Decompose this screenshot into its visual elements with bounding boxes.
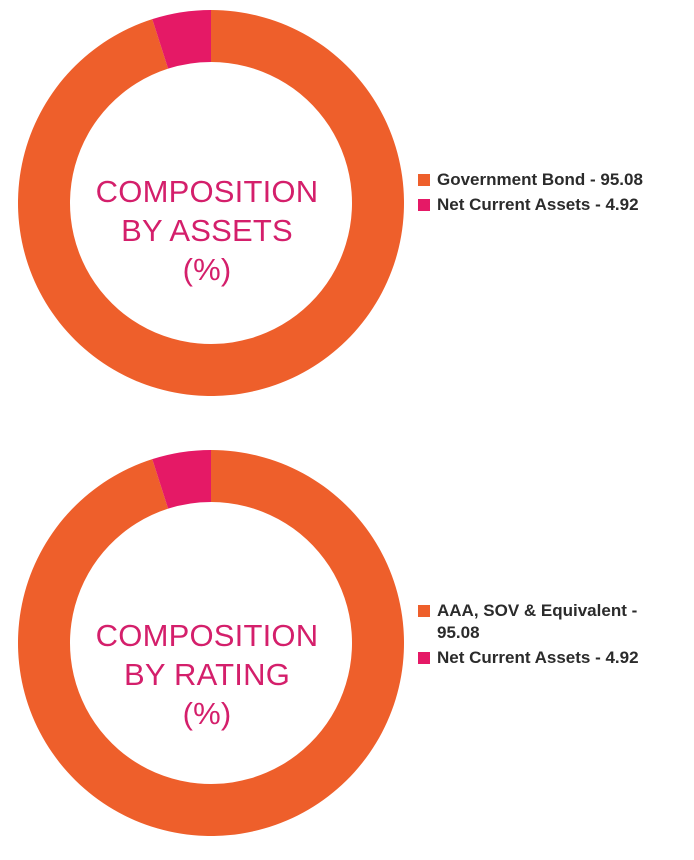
assets-legend: Government Bond - 95.08 Net Current Asse… [418,169,678,219]
legend-swatch [418,199,430,211]
rating-chart-title: COMPOSITION BY RATING (%) [57,616,357,733]
legend-label: Net Current Assets - 4.92 [437,195,639,214]
legend-label: AAA, SOV & Equivalent - 95.08 [437,601,638,642]
legend-item-net-current-assets: Net Current Assets - 4.92 [418,194,678,216]
legend-label: Net Current Assets - 4.92 [437,648,639,667]
assets-title-line-1: COMPOSITION [95,174,319,209]
donut-slice-1 [152,10,211,69]
rating-donut [17,450,404,836]
assets-donut [17,10,404,396]
legend-swatch [418,652,430,664]
assets-composition-chart: COMPOSITION BY ASSETS (%) Government Bon… [0,0,694,400]
legend-item-net-current-assets: Net Current Assets - 4.92 [418,647,678,669]
rating-title-line-1: COMPOSITION [95,618,319,653]
legend-item-government-bond: Government Bond - 95.08 [418,169,678,191]
legend-swatch [418,605,430,617]
assets-title-line-3: (%) [182,252,232,287]
rating-composition-chart: COMPOSITION BY RATING (%) AAA, SOV & Equ… [0,440,694,840]
rating-legend: AAA, SOV & Equivalent - 95.08 Net Curren… [418,600,678,672]
legend-label: Government Bond - 95.08 [437,170,643,189]
donut-slice-1 [152,450,211,509]
rating-title-line-2: BY RATING [123,657,291,692]
assets-chart-title: COMPOSITION BY ASSETS (%) [57,172,357,289]
legend-item-aaa-sov-equivalent: AAA, SOV & Equivalent - 95.08 [418,600,678,644]
legend-swatch [418,174,430,186]
rating-title-line-3: (%) [182,696,232,731]
assets-title-line-2: BY ASSETS [121,213,293,248]
